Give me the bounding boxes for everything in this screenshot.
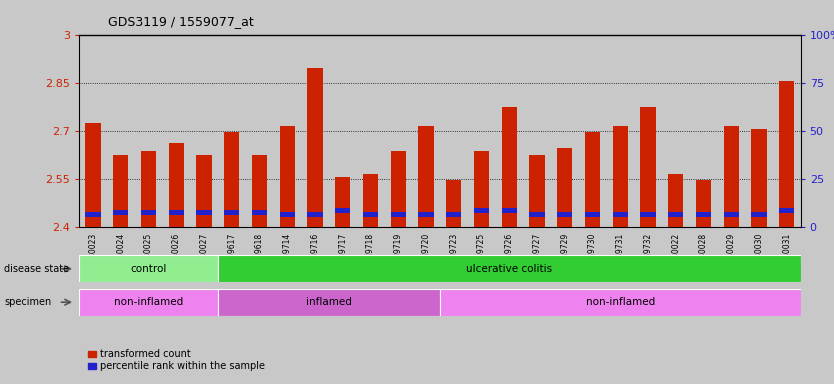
- Bar: [308, 68, 323, 227]
- Bar: [530, 155, 545, 227]
- Bar: [85, 122, 101, 227]
- Bar: [440, 289, 801, 316]
- Bar: [113, 155, 128, 227]
- Bar: [779, 209, 795, 213]
- Text: disease state: disease state: [4, 264, 69, 274]
- Bar: [641, 107, 656, 227]
- Bar: [141, 210, 156, 215]
- Text: non-inflamed: non-inflamed: [585, 297, 655, 307]
- Bar: [197, 210, 212, 215]
- Bar: [363, 212, 378, 217]
- Bar: [724, 126, 739, 227]
- Legend: transformed count, percentile rank within the sample: transformed count, percentile rank withi…: [84, 346, 269, 375]
- Bar: [419, 126, 434, 227]
- Bar: [85, 212, 101, 217]
- Bar: [502, 209, 517, 213]
- Bar: [390, 212, 406, 217]
- Bar: [79, 255, 218, 282]
- Text: ulcerative colitis: ulcerative colitis: [466, 264, 552, 274]
- Bar: [474, 151, 490, 227]
- Bar: [751, 212, 766, 217]
- Text: specimen: specimen: [4, 297, 52, 307]
- Bar: [224, 210, 239, 215]
- Bar: [252, 210, 267, 215]
- Bar: [141, 151, 156, 227]
- Bar: [696, 212, 711, 217]
- Bar: [696, 180, 711, 227]
- Bar: [668, 212, 683, 217]
- Bar: [557, 212, 572, 217]
- Bar: [308, 212, 323, 217]
- Bar: [585, 212, 600, 217]
- Text: GDS3119 / 1559077_at: GDS3119 / 1559077_at: [108, 15, 254, 28]
- Bar: [502, 107, 517, 227]
- Bar: [79, 289, 218, 316]
- Bar: [474, 209, 490, 213]
- Bar: [363, 174, 378, 227]
- Text: control: control: [130, 264, 167, 274]
- Bar: [613, 126, 628, 227]
- Bar: [168, 210, 184, 215]
- Bar: [446, 180, 461, 227]
- Bar: [168, 143, 184, 227]
- Bar: [279, 212, 295, 217]
- Bar: [557, 148, 572, 227]
- Bar: [530, 212, 545, 217]
- Bar: [335, 177, 350, 227]
- Bar: [419, 212, 434, 217]
- Bar: [668, 174, 683, 227]
- Bar: [446, 212, 461, 217]
- Bar: [751, 129, 766, 227]
- Bar: [641, 212, 656, 217]
- Bar: [197, 155, 212, 227]
- Bar: [279, 126, 295, 227]
- Bar: [585, 132, 600, 227]
- Bar: [113, 210, 128, 215]
- Bar: [390, 151, 406, 227]
- Bar: [252, 155, 267, 227]
- Bar: [335, 209, 350, 213]
- Text: non-inflamed: non-inflamed: [114, 297, 183, 307]
- Text: inflamed: inflamed: [306, 297, 352, 307]
- Bar: [724, 212, 739, 217]
- Bar: [218, 255, 801, 282]
- Bar: [779, 81, 795, 227]
- Bar: [224, 132, 239, 227]
- Bar: [218, 289, 440, 316]
- Bar: [613, 212, 628, 217]
